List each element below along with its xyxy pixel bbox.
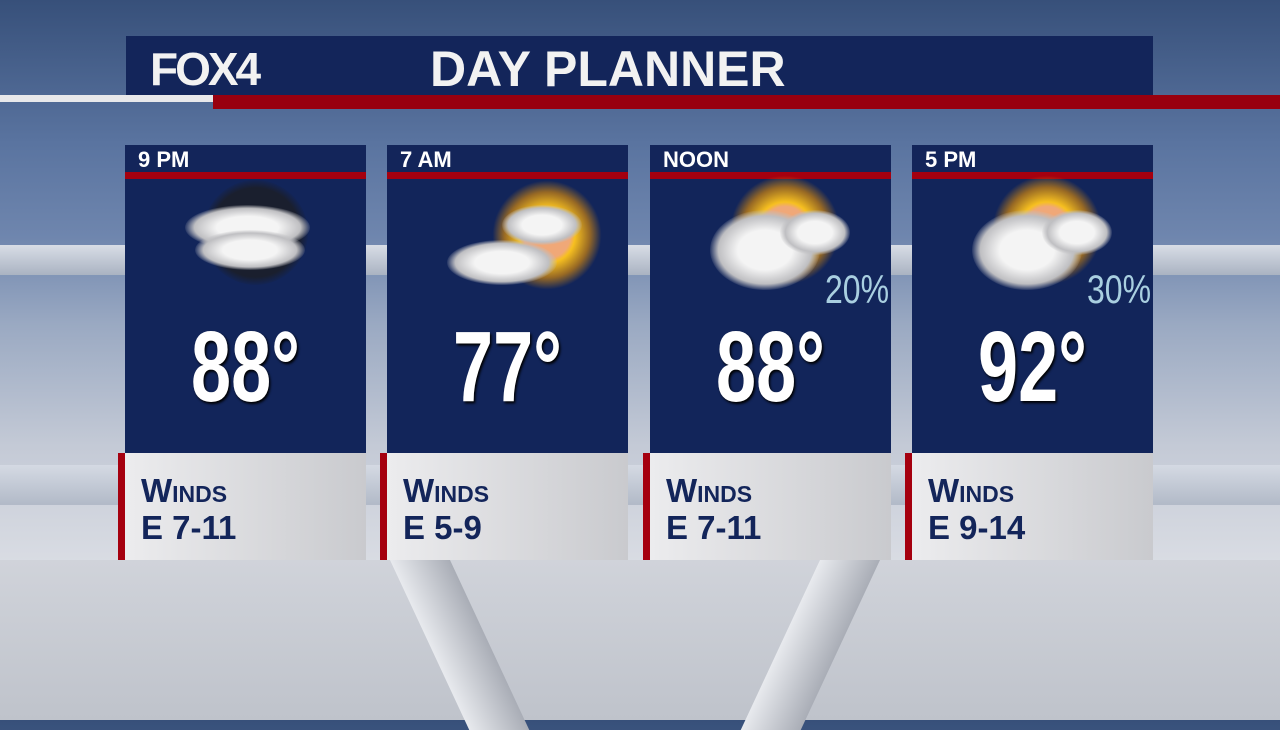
temperature: 92°	[978, 311, 1087, 423]
page-title: DAY PLANNER	[430, 41, 786, 97]
winds-value: E 5-9	[403, 509, 482, 546]
forecast-panel-9pm: 9 PM 88° Winds E 7-11	[118, 145, 366, 560]
partly-sunny-icon	[447, 175, 602, 290]
winds-value: E 9-14	[928, 509, 1026, 546]
panel-time: 9 PM	[125, 145, 366, 172]
background-floor	[0, 560, 1280, 720]
sun-cloud-showers-icon	[710, 175, 850, 290]
partly-cloudy-night-icon	[185, 175, 310, 290]
panel-time: 5 PM	[912, 145, 1153, 172]
temperature: 88°	[191, 311, 300, 423]
panel-time: NOON	[650, 145, 891, 172]
header-bar: FOX4 DAY PLANNER	[126, 36, 1153, 97]
sun-cloud-showers-icon	[972, 175, 1112, 290]
precip-chance: 20%	[824, 268, 889, 312]
divider	[213, 95, 1280, 109]
winds-value: E 7-11	[141, 509, 237, 546]
temperature: 77°	[453, 311, 562, 423]
winds-label: Winds	[928, 472, 1015, 509]
forecast-panel-5pm: 5 PM 30% 92° Winds E 9-14	[905, 145, 1153, 560]
temperature: 88°	[716, 311, 825, 423]
winds-label: Winds	[666, 472, 753, 509]
fox4-logo: FOX4	[150, 43, 261, 95]
winds-label: Winds	[403, 472, 490, 509]
precip-chance: 30%	[1086, 268, 1151, 312]
winds-value: E 7-11	[666, 509, 762, 546]
panel-time: 7 AM	[387, 145, 628, 172]
forecast-panel-noon: NOON 20% 88° Winds E 7-11	[643, 145, 891, 560]
winds-label: Winds	[141, 472, 228, 509]
forecast-panel-7am: 7 AM 77° Winds E 5-9	[380, 145, 628, 560]
divider	[0, 95, 213, 102]
